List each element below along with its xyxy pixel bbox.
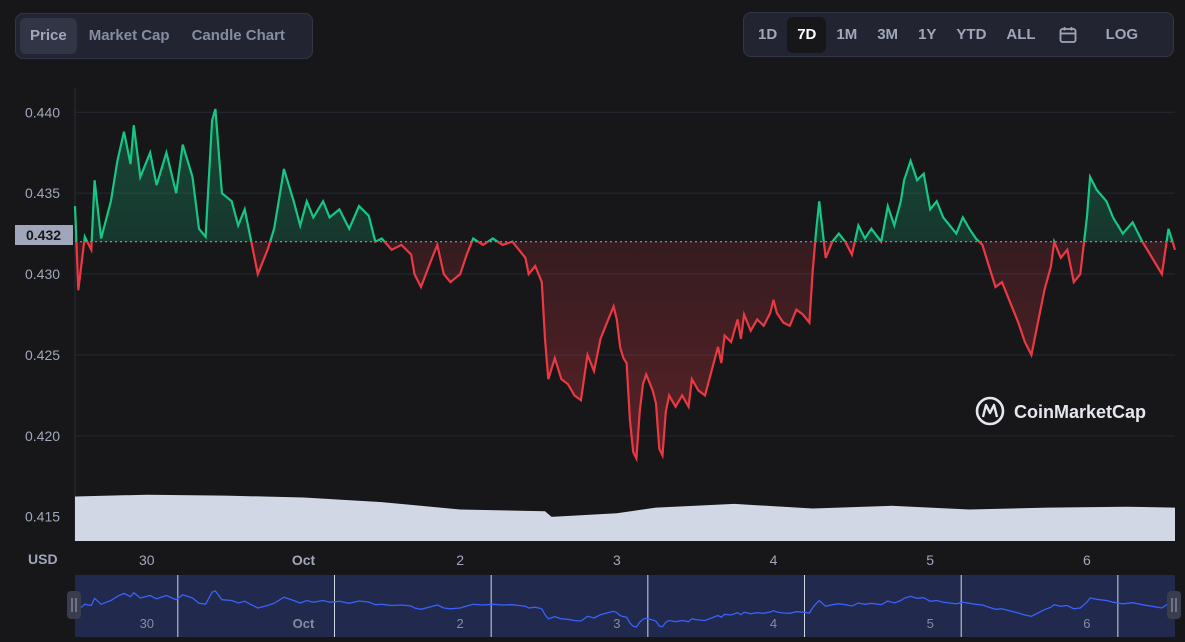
price-line-above	[73, 108, 1174, 242]
navigator-tick-label: 5	[927, 616, 934, 631]
x-tick-label: 5	[926, 552, 934, 568]
range-1d-button[interactable]: 1D	[758, 25, 778, 43]
x-tick-label: 4	[770, 552, 778, 568]
tab-market-cap[interactable]: Market Cap	[88, 27, 170, 44]
x-axis: 30 Oct 2 3 4 5 6	[139, 552, 1091, 568]
time-range-selector: 1D 7D 1M 3M 1Y YTD ALL LOG	[743, 12, 1174, 57]
navigator-tick-label: 30	[140, 616, 154, 631]
x-tick-label: 6	[1083, 552, 1091, 568]
price-line-below	[75, 241, 1177, 463]
price-fill-above	[75, 109, 1173, 242]
range-3m-button[interactable]: 3M	[877, 25, 899, 43]
reference-badge: 0.432	[15, 225, 73, 245]
navigator-left-handle[interactable]	[67, 591, 81, 619]
volume-area	[75, 494, 1175, 541]
y-tick-label: 0.435	[25, 185, 60, 201]
x-tick-label: Oct	[292, 552, 316, 568]
navigator-panel[interactable]: 30 Oct 2 3 4 5 6	[67, 575, 1181, 637]
y-tick-label: 0.425	[25, 347, 60, 363]
watermark-text: CoinMarketCap	[1014, 402, 1146, 422]
y-tick-label: 0.440	[25, 104, 60, 120]
chart-type-tabs: Price Market Cap Candle Chart	[15, 13, 313, 59]
tab-price[interactable]: Price	[20, 18, 77, 54]
range-1m-button[interactable]: 1M	[836, 25, 858, 43]
range-1y-button[interactable]: 1Y	[918, 25, 937, 43]
y-axis: 0.415 0.420 0.425 0.430 0.435 0.440	[25, 104, 60, 524]
navigator-right-handle[interactable]	[1167, 591, 1181, 619]
range-7d-button[interactable]: 7D	[787, 16, 827, 53]
calendar-icon[interactable]	[1046, 17, 1090, 53]
y-tick-label: 0.420	[25, 428, 60, 444]
coinmarketcap-watermark: CoinMarketCap	[975, 396, 1146, 426]
navigator-line	[74, 590, 1176, 628]
tab-candle-chart[interactable]: Candle Chart	[191, 27, 285, 44]
log-scale-toggle[interactable]: LOG	[1105, 25, 1139, 43]
x-tick-label: 3	[613, 552, 621, 568]
navigator-tick-label: 3	[613, 616, 620, 631]
range-ytd-button[interactable]: YTD	[956, 25, 987, 43]
navigator-dividers	[177, 575, 1119, 637]
y-tick-label: 0.430	[25, 266, 60, 282]
navigator-labels: 30 Oct 2 3 4 5 6	[140, 616, 1091, 631]
navigator-tick-label: Oct	[293, 616, 315, 631]
reference-value-label: 0.432	[26, 227, 61, 243]
navigator-tick-label: 2	[457, 616, 464, 631]
coinmarketcap-logo-icon	[975, 396, 1005, 426]
y-tick-label: 0.415	[25, 509, 60, 525]
price-fill-below	[75, 241, 1175, 459]
range-all-button[interactable]: ALL	[1006, 25, 1036, 43]
navigator-tick-label: 4	[770, 616, 777, 631]
x-tick-label: 30	[139, 552, 155, 568]
navigator-tick-label: 6	[1083, 616, 1090, 631]
y-unit-label: USD	[28, 551, 58, 567]
x-tick-label: 2	[456, 552, 464, 568]
